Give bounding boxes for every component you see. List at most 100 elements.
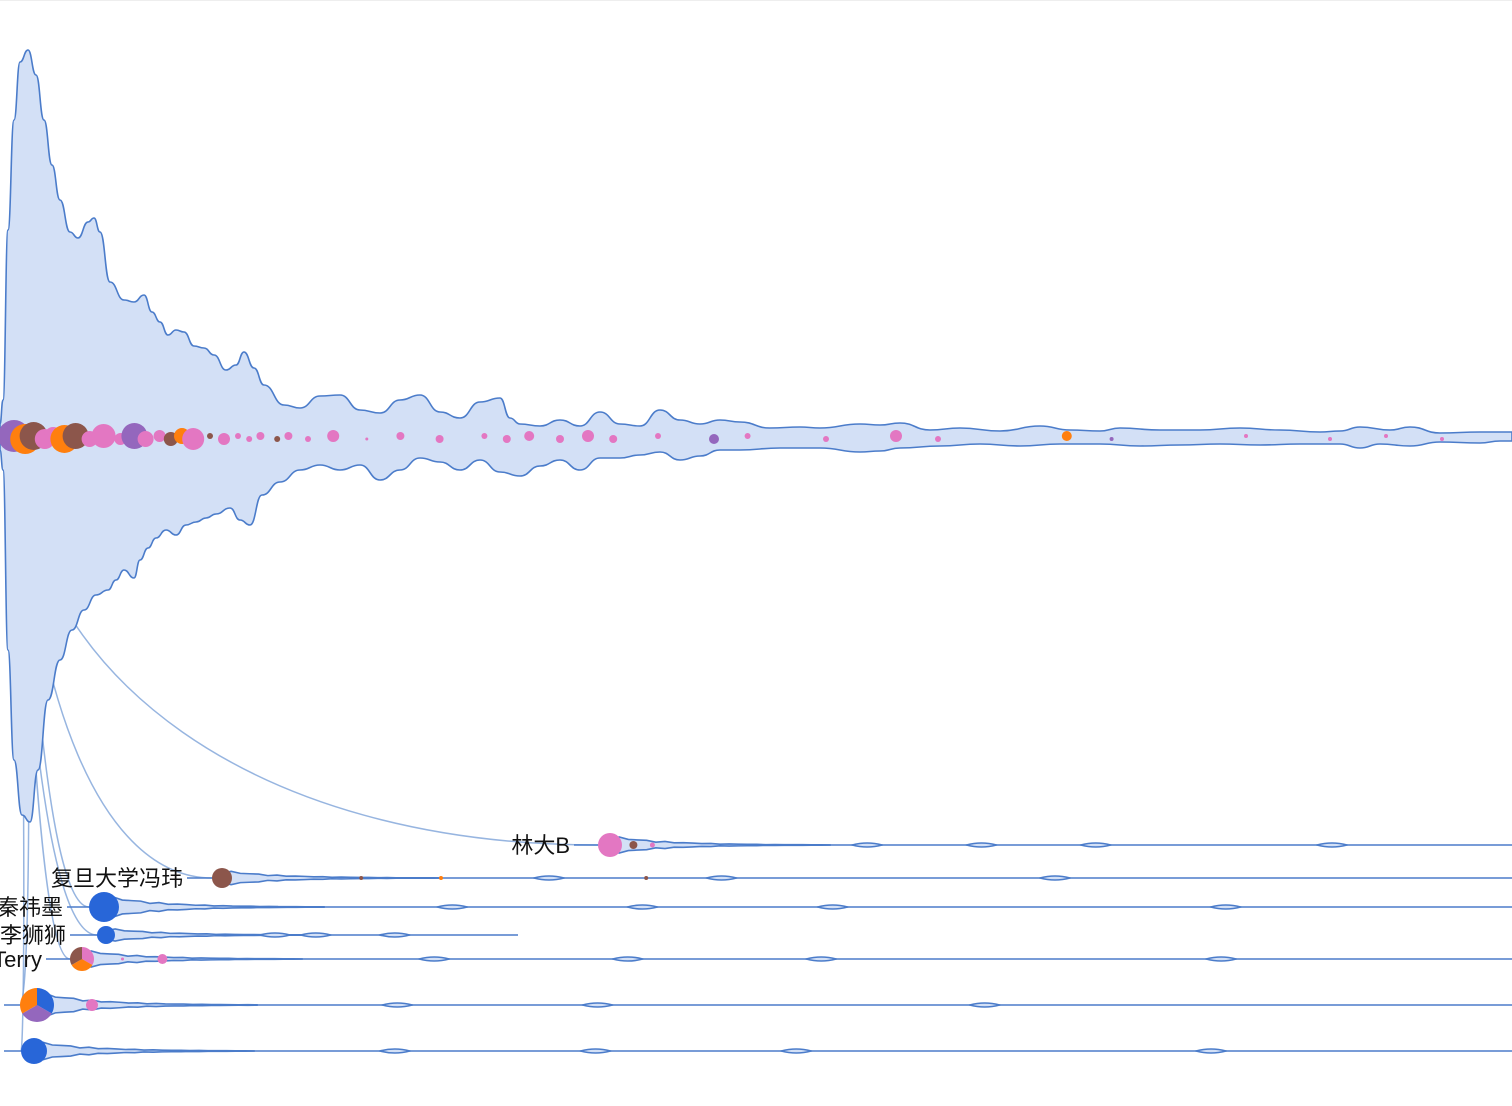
main-stream-dot [137, 431, 154, 447]
main-stream-dot [502, 435, 511, 443]
sub-stream-dot [86, 999, 98, 1011]
main-stream-dot [246, 436, 253, 442]
sub-stream-bump [703, 875, 740, 881]
sub-stream-bump [577, 1048, 614, 1054]
author-node-slice [37, 988, 54, 1014]
sub-stream: 李狮狮 [0, 923, 518, 948]
main-stream-dot [435, 435, 444, 443]
main-stream-dot [284, 432, 293, 440]
sub-stream-dot [157, 954, 168, 964]
sub-stream: 林大B [511, 833, 1512, 858]
main-stream-dot [524, 431, 535, 441]
sub-stream-dot [649, 842, 655, 848]
sub-stream-area [81, 950, 303, 968]
sub-stream-bump [1077, 842, 1114, 848]
main-stream-dot [655, 433, 661, 439]
author-label: 秦祎墨 [0, 895, 63, 920]
main-stream-dot [256, 432, 265, 440]
sub-stream-area [103, 896, 325, 918]
main-stream-dot [327, 430, 340, 442]
author-node [21, 1038, 47, 1064]
main-stream-dot [218, 433, 230, 445]
sub-stream-bump [1202, 956, 1240, 962]
main-stream-dot [305, 436, 311, 442]
sub-stream-bump [966, 1002, 1003, 1008]
sub-stream-bump [256, 932, 294, 938]
sub-stream-bump [624, 904, 661, 910]
author-node [97, 926, 115, 944]
author-label: Terry [0, 947, 42, 972]
sub-stream-dot [644, 876, 649, 880]
author-node [598, 833, 622, 857]
author-label: 李狮狮 [0, 923, 66, 948]
author-label: 复旦大学冯玮 [51, 866, 183, 891]
main-stream-dots [0, 420, 1444, 454]
main-stream [0, 49, 1512, 823]
sub-stream-bump [434, 904, 471, 910]
main-stream-dot [365, 437, 369, 441]
sub-stream-bump [609, 956, 646, 962]
main-stream-dot [744, 433, 751, 439]
main-stream-dot [609, 435, 618, 443]
sub-stream: Terry [0, 947, 1512, 972]
main-stream-dot [1244, 434, 1248, 438]
author-label: 林大B [511, 833, 570, 858]
main-stream-dot [1109, 437, 1114, 441]
main-stream-dot [91, 424, 116, 448]
main-stream-dot [556, 435, 564, 443]
sub-stream-bump [297, 932, 334, 938]
main-stream-dot [235, 433, 241, 439]
sub-stream-area [33, 1041, 255, 1061]
main-stream-dot [207, 433, 213, 439]
main-stream-dot [62, 423, 89, 449]
sub-stream-bump [376, 932, 413, 938]
main-stream-dot [709, 434, 719, 444]
main-stream-dot [823, 436, 829, 442]
sub-stream-bump [963, 842, 1000, 848]
sub-stream-bump [1207, 904, 1244, 910]
sub-stream-bump [376, 1048, 413, 1054]
sub-stream-bump [849, 842, 886, 848]
author-node-slice [20, 988, 37, 1014]
main-stream-dot [1440, 437, 1444, 441]
sub-stream-bump [530, 875, 568, 881]
sub-stream-dot [439, 876, 443, 880]
main-stream-dot [274, 436, 281, 442]
main-stream-dot [1061, 431, 1072, 441]
sub-stream-dot [121, 957, 124, 961]
author-node [212, 868, 232, 888]
author-node-slice [82, 947, 94, 965]
sub-stream [4, 988, 1512, 1022]
sub-stream-bump [803, 956, 840, 962]
main-stream-dot [481, 433, 488, 439]
main-stream-area [0, 49, 1512, 823]
sub-stream-bump [416, 956, 453, 962]
sub-stream-bump [379, 1002, 416, 1008]
main-stream-dot [935, 436, 941, 442]
sub-stream-dot [359, 876, 364, 880]
sub-stream-area [609, 836, 831, 854]
sub-stream-bump [579, 1002, 616, 1008]
main-stream-dot [582, 430, 594, 442]
sub-stream: 复旦大学冯玮 [51, 866, 1512, 891]
sub-streams: 林大B 复旦大学冯玮秦祎墨李狮狮Terry [0, 833, 1512, 1064]
sub-stream-bump [1313, 842, 1351, 848]
sub-stream [4, 1038, 1512, 1064]
main-stream-dot [182, 428, 205, 450]
sub-stream-area [221, 870, 443, 886]
sub-stream-bump [778, 1048, 815, 1054]
main-stream-dot [1384, 434, 1388, 438]
author-node-slice [70, 947, 82, 965]
main-stream-dot [396, 432, 405, 440]
sub-stream-area [36, 992, 258, 1018]
sub-stream-dot [629, 841, 638, 849]
author-node [89, 892, 119, 922]
main-stream-dot [153, 430, 166, 442]
sub-stream-bump [814, 904, 851, 910]
sub-stream: 秦祎墨 [0, 892, 1512, 922]
main-stream-dot [890, 430, 902, 442]
main-stream-dot [1328, 437, 1332, 441]
sub-stream-bump [1192, 1048, 1230, 1054]
sub-stream-bump [1036, 875, 1074, 881]
